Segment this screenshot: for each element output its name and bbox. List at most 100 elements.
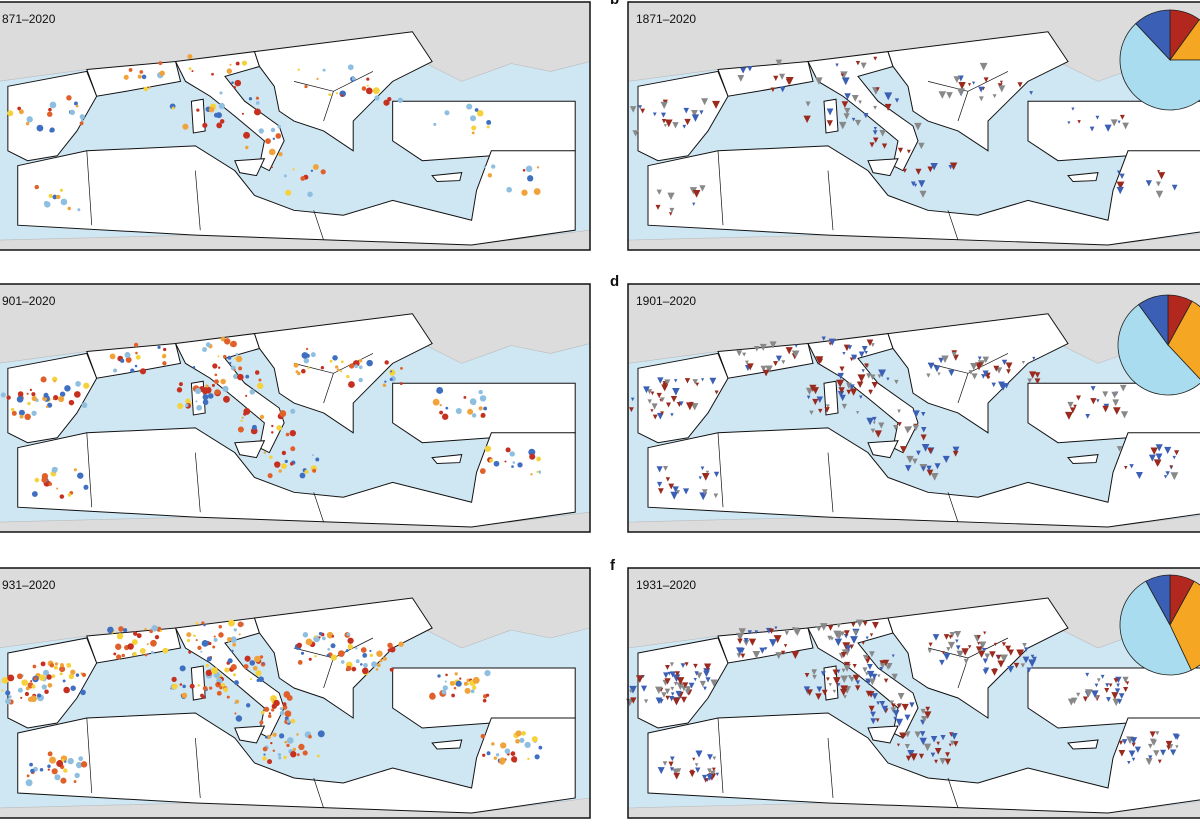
station-marker bbox=[899, 732, 906, 740]
station-dot bbox=[527, 757, 530, 761]
station-marker bbox=[978, 650, 986, 658]
station-marker bbox=[897, 147, 904, 153]
station-dot bbox=[241, 112, 244, 115]
station-marker bbox=[976, 635, 981, 639]
station-marker bbox=[656, 392, 662, 399]
station-dot bbox=[258, 378, 262, 382]
pie-slice bbox=[1138, 294, 1169, 347]
station-dot bbox=[154, 635, 160, 640]
station-marker bbox=[792, 627, 800, 634]
station-dot bbox=[279, 733, 285, 739]
station-dot bbox=[17, 106, 22, 111]
station-dot bbox=[312, 468, 317, 473]
station-marker bbox=[949, 632, 956, 638]
station-dot bbox=[358, 377, 363, 383]
station-marker bbox=[1030, 654, 1035, 659]
station-dot bbox=[62, 679, 66, 683]
station-dot bbox=[218, 625, 223, 629]
station-dot bbox=[32, 664, 37, 669]
station-marker bbox=[816, 626, 822, 632]
station-dot bbox=[464, 687, 471, 694]
station-marker bbox=[1084, 689, 1093, 698]
station-dot bbox=[314, 635, 317, 638]
station-dot bbox=[262, 756, 267, 761]
station-marker bbox=[1155, 731, 1160, 736]
station-marker bbox=[806, 395, 811, 400]
station-dot bbox=[7, 674, 15, 682]
station-marker bbox=[816, 396, 824, 404]
station-dot bbox=[205, 384, 209, 388]
station-dot bbox=[278, 469, 282, 473]
station-marker bbox=[769, 341, 777, 349]
station-dot bbox=[358, 365, 363, 370]
station-dot bbox=[269, 455, 273, 459]
station-dot bbox=[278, 756, 282, 760]
station-marker bbox=[1091, 690, 1099, 698]
station-dot bbox=[59, 672, 63, 676]
station-marker bbox=[1007, 665, 1015, 673]
station-dot bbox=[470, 689, 475, 694]
station-marker bbox=[998, 381, 1005, 389]
station-dot bbox=[484, 669, 491, 677]
station-marker bbox=[812, 674, 817, 680]
station-marker bbox=[783, 644, 788, 648]
station-marker bbox=[837, 683, 841, 687]
station-marker bbox=[1157, 170, 1161, 174]
station-dot bbox=[20, 696, 23, 699]
station-dot bbox=[26, 392, 29, 395]
station-dot bbox=[290, 446, 296, 452]
station-dot bbox=[470, 115, 477, 122]
station-marker bbox=[854, 119, 862, 127]
station-marker bbox=[713, 471, 720, 478]
panel-frame bbox=[0, 283, 591, 533]
station-marker bbox=[843, 649, 851, 656]
station-marker bbox=[809, 410, 814, 416]
station-marker bbox=[684, 378, 691, 384]
station-dot bbox=[303, 357, 310, 364]
station-dot bbox=[222, 354, 227, 359]
station-dot bbox=[60, 663, 64, 668]
station-marker bbox=[1003, 383, 1010, 389]
station-dot bbox=[270, 127, 276, 133]
station-dot bbox=[158, 61, 163, 66]
station-dot bbox=[231, 81, 234, 84]
station-dot bbox=[262, 746, 268, 752]
station-marker bbox=[1127, 760, 1131, 765]
station-dot bbox=[486, 693, 490, 697]
station-dot bbox=[43, 669, 50, 676]
station-marker bbox=[870, 428, 876, 434]
station-marker bbox=[664, 664, 670, 670]
station-marker bbox=[1153, 750, 1160, 757]
station-dot bbox=[530, 473, 533, 476]
station-dot bbox=[33, 676, 38, 681]
period-label: 1931–2020 bbox=[636, 578, 696, 592]
station-dot bbox=[209, 686, 213, 690]
station-dot bbox=[1, 689, 4, 692]
station-marker bbox=[772, 361, 779, 367]
station-marker bbox=[830, 637, 834, 641]
station-marker bbox=[737, 638, 743, 645]
station-dot bbox=[234, 79, 242, 87]
station-marker bbox=[784, 631, 790, 636]
station-marker bbox=[705, 677, 711, 683]
station-marker bbox=[715, 772, 720, 777]
station-dot bbox=[293, 362, 299, 368]
station-marker bbox=[1117, 120, 1121, 124]
station-dot bbox=[340, 94, 344, 97]
station-dot bbox=[383, 99, 390, 106]
station-dot bbox=[135, 354, 141, 360]
station-dot bbox=[308, 657, 312, 661]
station-marker bbox=[1105, 683, 1110, 688]
station-dot bbox=[292, 747, 297, 752]
station-marker bbox=[981, 374, 986, 379]
station-dot bbox=[196, 404, 203, 411]
station-dot bbox=[234, 357, 237, 360]
station-marker bbox=[875, 87, 880, 92]
station-dot bbox=[37, 693, 42, 698]
station-marker bbox=[816, 686, 823, 693]
station-marker bbox=[867, 691, 875, 698]
station-marker bbox=[950, 740, 955, 746]
station-dot bbox=[51, 768, 58, 775]
station-dot bbox=[272, 137, 276, 140]
station-marker bbox=[674, 671, 681, 677]
